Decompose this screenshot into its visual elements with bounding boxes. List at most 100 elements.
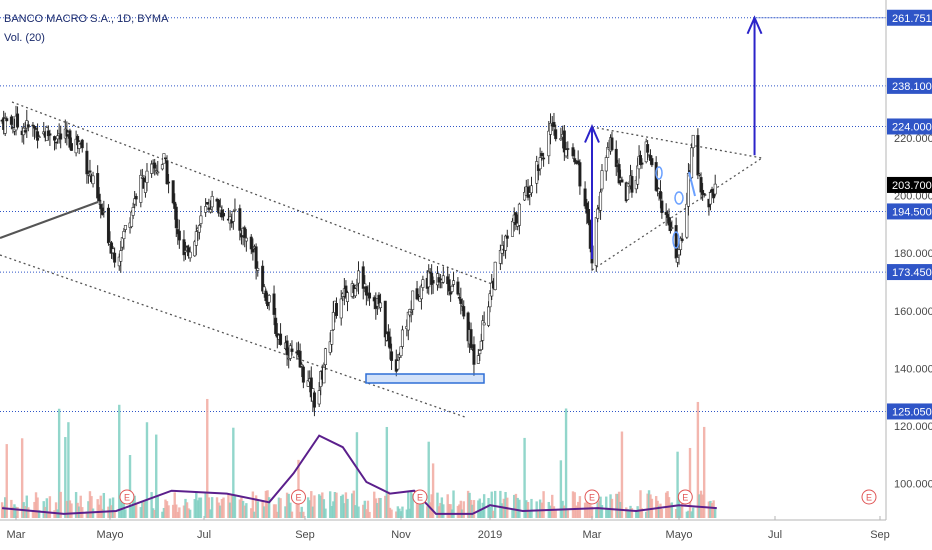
candle-down	[113, 252, 117, 263]
candle-up	[160, 164, 164, 170]
volume-bar	[267, 497, 271, 518]
candle-down	[88, 170, 92, 173]
volume-bar	[487, 498, 490, 518]
volume-legend[interactable]: Vol. (20)	[4, 32, 45, 44]
candle-up	[535, 161, 539, 184]
candle-up	[538, 157, 542, 170]
volume-bar	[385, 426, 389, 518]
candle-down	[388, 336, 392, 349]
triangle-upper-line[interactable]	[591, 126, 763, 159]
channel-lower-line[interactable]	[0, 254, 466, 418]
volume-bar	[185, 502, 189, 518]
earnings-event-marker	[412, 489, 428, 505]
candle-up	[482, 322, 486, 326]
volume-bar	[437, 506, 441, 518]
candle-up	[317, 390, 321, 405]
candle-down	[614, 148, 618, 167]
volume-bar	[635, 510, 638, 518]
candle-up	[713, 183, 717, 195]
triangle-lower-line[interactable]	[591, 157, 763, 271]
volume-bar	[458, 504, 461, 518]
candle-down	[59, 133, 63, 140]
candle-up	[322, 366, 326, 384]
time-tick-label: Nov	[391, 529, 411, 541]
volume-bar	[88, 491, 92, 518]
candle-up	[691, 134, 695, 148]
candle-down	[312, 392, 316, 408]
volume-bar	[250, 508, 253, 518]
volume-bar	[118, 404, 121, 518]
candle-down	[298, 350, 302, 368]
volume-bar	[178, 507, 181, 518]
volume-bar	[101, 508, 104, 518]
earnings-event-marker	[584, 489, 600, 505]
price-badges[interactable]: 261.751 238.100 224.000 194.500 173.450 125.0…	[887, 9, 932, 420]
candle-down	[261, 265, 265, 292]
volume-bar	[447, 504, 451, 518]
volume-bar	[408, 508, 411, 518]
volume-bar	[446, 494, 449, 518]
volume-bar	[390, 509, 393, 518]
legend[interactable]: BANCO MACRO S.A., 1D, BYMA Vol. (20)	[4, 13, 169, 44]
volume-bar	[646, 493, 649, 518]
candle-down	[428, 271, 432, 274]
price-level-badge	[887, 118, 932, 135]
candle-up	[120, 237, 124, 248]
price-tick-label: 120.000	[894, 421, 932, 433]
volume-bar	[150, 492, 153, 518]
time-axis-panel[interactable]	[0, 520, 886, 550]
volume-bar	[173, 492, 176, 518]
candle-down	[16, 113, 20, 128]
volume-bar	[518, 499, 521, 518]
candle-down	[573, 158, 577, 163]
candle-down	[54, 141, 58, 144]
annotation-layer[interactable]	[365, 166, 696, 384]
volume-bar	[365, 509, 368, 518]
volume-bar	[398, 508, 401, 518]
candle-down	[163, 157, 167, 160]
volume-bar	[287, 493, 290, 518]
highlight-ellipse[interactable]	[672, 231, 680, 249]
volume-bar	[667, 497, 671, 518]
trendline-layer[interactable]	[0, 101, 763, 418]
earnings-event-marker	[677, 489, 693, 505]
volume-bar	[164, 499, 167, 518]
volume-bar	[284, 506, 287, 518]
volume-bar	[47, 511, 50, 518]
volume-bar	[417, 494, 420, 518]
volume-bar	[228, 502, 232, 518]
volume-bar	[573, 492, 576, 518]
candle-up	[409, 310, 413, 313]
highlight-stroke[interactable]	[688, 171, 696, 197]
volume-bar	[439, 502, 442, 518]
candle-up	[647, 153, 651, 156]
candle-up	[145, 170, 149, 183]
arrows-layer[interactable]	[584, 15, 886, 259]
candle-down	[658, 191, 662, 199]
highlight-ellipse[interactable]	[674, 191, 684, 205]
candle-up	[37, 136, 41, 138]
volume-bar	[171, 504, 175, 518]
support-zone-rectangle[interactable]	[365, 373, 485, 384]
volume-bar	[471, 504, 474, 518]
channel-upper-line[interactable]	[11, 101, 493, 285]
candle-up	[331, 311, 335, 331]
volume-bar	[206, 398, 209, 518]
volume-bar	[418, 499, 422, 518]
candle-down	[32, 125, 36, 129]
volume-bar	[245, 503, 248, 518]
candle-up	[256, 268, 260, 271]
symbol-legend[interactable]: BANCO MACRO S.A., 1D, BYMA	[4, 13, 169, 25]
volume-bar	[702, 426, 706, 518]
trendline-left-stub[interactable]	[0, 201, 99, 239]
volume-bar	[346, 498, 349, 518]
price-level-badge	[887, 264, 932, 281]
highlight-ellipse[interactable]	[655, 166, 663, 180]
candle-up	[606, 147, 610, 158]
volume-bar	[45, 498, 49, 518]
volume-bar	[16, 507, 19, 518]
volume-bar	[215, 497, 219, 518]
volume-bar	[341, 494, 344, 518]
